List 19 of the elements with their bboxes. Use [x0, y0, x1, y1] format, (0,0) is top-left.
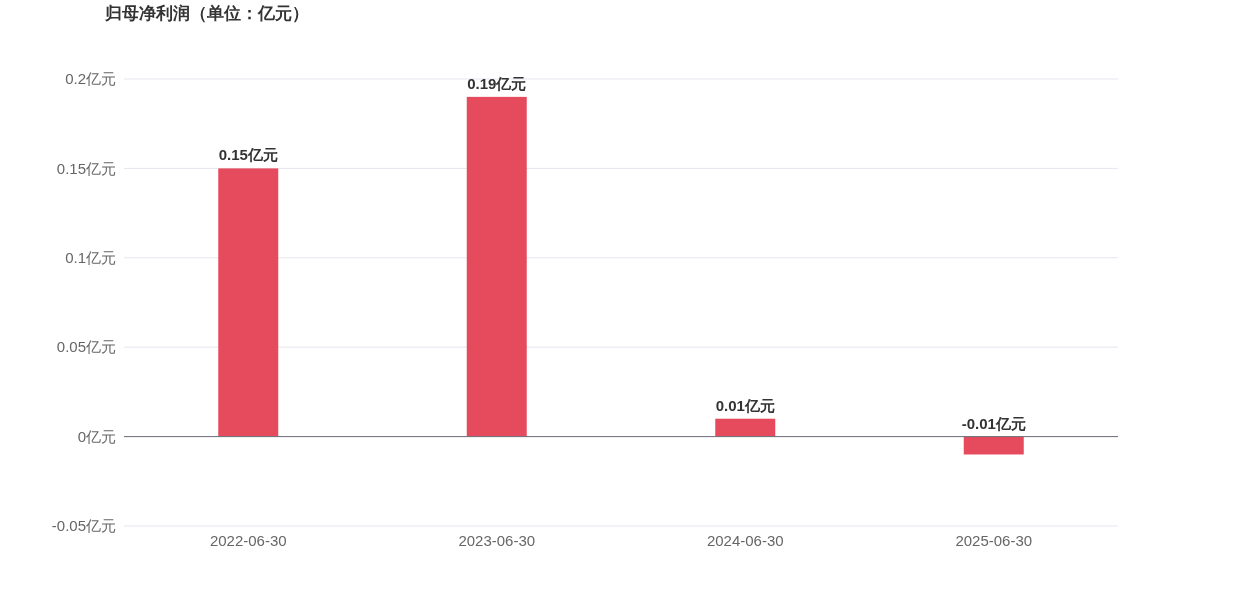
bar: [715, 418, 776, 437]
y-tick-label: 0.1亿元: [65, 249, 116, 267]
data-label: 0.19亿元: [467, 74, 527, 92]
y-tick-label: 0.05亿元: [56, 338, 116, 356]
bar: [466, 96, 527, 437]
bar: [218, 168, 279, 437]
data-label: -0.01亿元: [961, 414, 1026, 432]
x-tick-label: 2024-06-30: [706, 532, 784, 549]
y-tick-label: 0.15亿元: [56, 159, 116, 177]
x-tick-label: 2022-06-30: [209, 532, 287, 549]
y-tick-label: -0.05亿元: [51, 517, 116, 535]
x-tick-label: 2023-06-30: [458, 532, 536, 549]
data-label: 0.15亿元: [218, 146, 278, 164]
y-tick-label: 0亿元: [77, 427, 116, 445]
data-label: 0.01亿元: [715, 396, 775, 414]
bar: [963, 436, 1024, 455]
chart-title: 归母净利润（单位：亿元）: [104, 4, 309, 23]
x-tick-label: 2025-06-30: [955, 532, 1033, 549]
y-tick-label: 0.2亿元: [65, 70, 116, 88]
